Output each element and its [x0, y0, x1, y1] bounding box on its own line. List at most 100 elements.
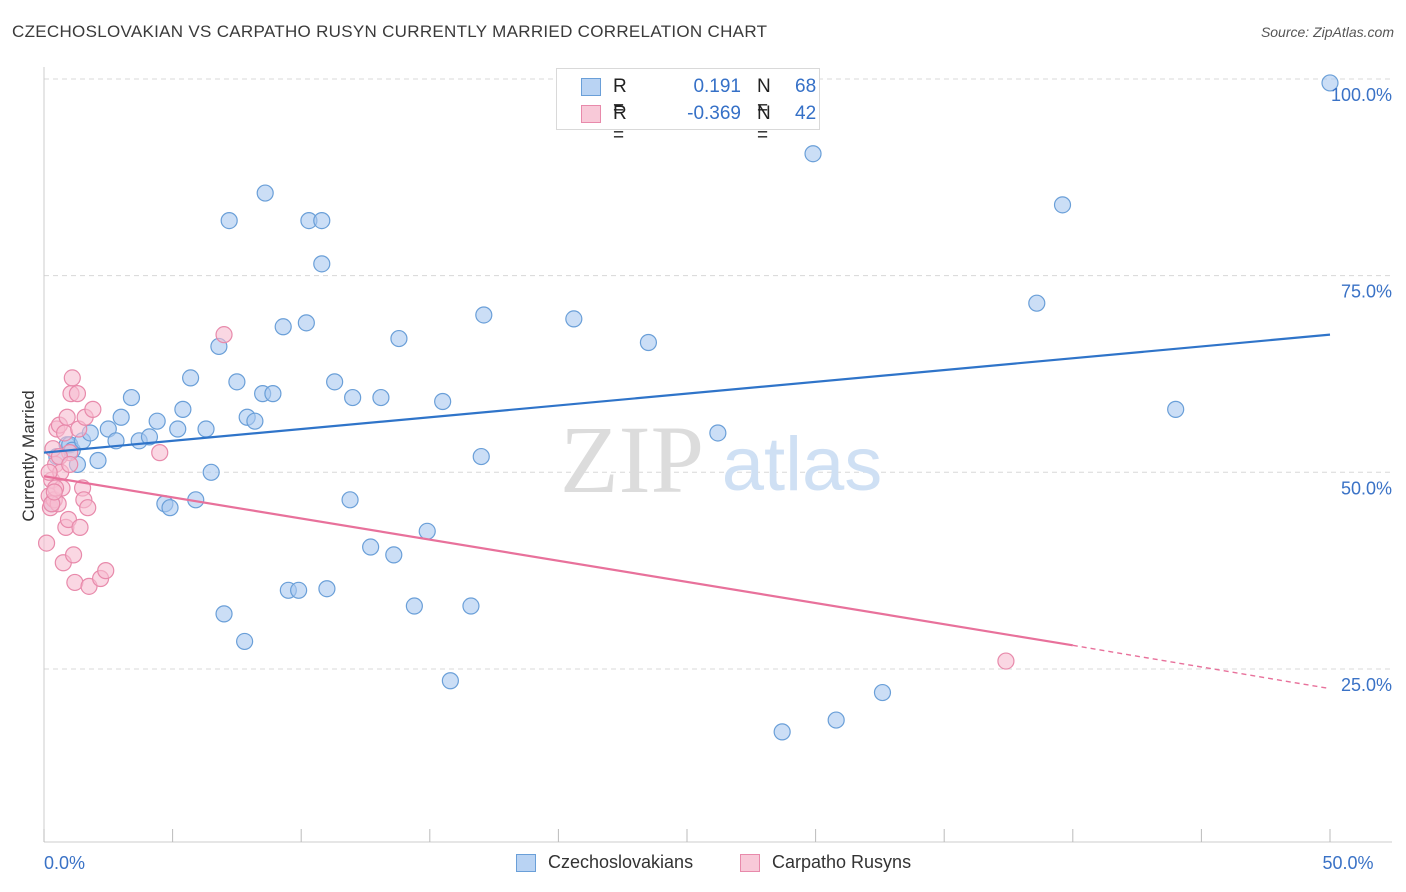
watermark: ZIP atlas [560, 406, 882, 513]
point-czechoslovakian [215, 605, 233, 623]
point-czechoslovakian [326, 373, 344, 391]
point-czechoslovakian [274, 318, 292, 336]
point-czechoslovakian [341, 491, 359, 509]
watermark-zip: ZIP [560, 406, 704, 513]
point-czechoslovakian [639, 333, 658, 352]
x-tick-label: 0.0% [44, 853, 85, 873]
point-czechoslovakian [441, 672, 459, 690]
point-czechoslovakian [313, 255, 331, 273]
point-czechoslovakian [475, 306, 493, 324]
point-czechoslovakian [182, 369, 200, 387]
axis-layer [43, 67, 1392, 843]
point-czechoslovakian [385, 546, 403, 564]
point-czechoslovakian [827, 711, 845, 729]
point-carpatho-rusyn [55, 424, 74, 442]
point-czechoslovakian [169, 420, 187, 438]
trend-line-carpatho-rusyns [43, 475, 1073, 647]
legend-n-value: 42 [795, 103, 817, 124]
trend-layer [43, 333, 1331, 690]
y-tick-label: 50.0% [1341, 478, 1392, 498]
point-czechoslovakian [297, 314, 315, 332]
point-carpatho-rusyn [45, 483, 63, 501]
bottom-legend-label: Czechoslovakians [548, 852, 694, 872]
point-carpatho-rusyn [61, 455, 79, 474]
point-czechoslovakian [112, 408, 130, 426]
point-czechoslovakian [372, 388, 390, 407]
point-czechoslovakian [1167, 400, 1185, 418]
point-czechoslovakian [873, 683, 892, 702]
point-carpatho-rusyn [71, 518, 89, 536]
legend-r-value: -0.369 [687, 103, 741, 124]
point-czechoslovakian [1028, 294, 1046, 312]
point-carpatho-rusyn [66, 573, 84, 592]
point-czechoslovakian [202, 463, 220, 481]
legend-r-label: R = [613, 103, 627, 146]
point-czechoslovakian [773, 723, 791, 741]
point-carpatho-rusyn [68, 385, 87, 403]
point-czechoslovakian [256, 184, 274, 202]
trend-line-czechoslovakians [43, 333, 1331, 454]
legend-swatch-pink [581, 105, 601, 123]
point-czechoslovakian [228, 373, 246, 391]
point-czechoslovakian [99, 420, 117, 438]
point-czechoslovakian [313, 211, 331, 230]
point-czechoslovakian [418, 522, 436, 540]
point-czechoslovakian [220, 211, 238, 230]
point-carpatho-rusyn [997, 652, 1015, 670]
bottom-legend-label: Carpatho Rusyns [772, 852, 912, 872]
watermark-atlas: atlas [722, 422, 883, 507]
point-czechoslovakian [434, 392, 452, 411]
point-czechoslovakian [390, 329, 408, 348]
bottom-legend-swatch-blue [516, 854, 536, 872]
point-czechoslovakian [709, 424, 727, 442]
point-carpatho-rusyn [37, 534, 56, 552]
point-czechoslovakian [89, 451, 107, 470]
point-czechoslovakian [344, 388, 362, 407]
point-czechoslovakian [246, 412, 264, 430]
point-carpatho-rusyn [79, 499, 97, 517]
trend-line-carpatho-rusyns-extension [1072, 644, 1331, 690]
point-czechoslovakian [405, 597, 423, 615]
point-czechoslovakian [1053, 196, 1072, 214]
legend-n-label: N = [757, 76, 771, 119]
point-carpatho-rusyn [97, 562, 115, 580]
y-tick-label: 25.0% [1341, 675, 1392, 695]
point-carpatho-rusyn [64, 546, 83, 564]
point-carpatho-rusyn [63, 369, 81, 387]
grid-layer [44, 78, 1392, 670]
point-czechoslovakian [197, 420, 215, 438]
point-czechoslovakian [236, 632, 254, 651]
source-label: Source: ZipAtlas.com [1260, 24, 1394, 40]
y-axis-label: Currently Married [19, 390, 38, 521]
points-layer [37, 70, 1339, 741]
y-tick-label: 75.0% [1341, 282, 1392, 302]
point-czechoslovakian [122, 388, 141, 407]
chart-title: CZECHOSLOVAKIAN VS CARPATHO RUSYN CURREN… [12, 22, 768, 41]
legend-n-label: N = [757, 103, 771, 146]
legend-n-value: 68 [795, 76, 817, 97]
point-czechoslovakian [472, 447, 490, 466]
point-carpatho-rusyn [58, 408, 76, 426]
legend-r-value: 0.191 [693, 76, 741, 97]
y-tick-label: 100.0% [1331, 85, 1392, 105]
correlation-legend: R = 0.191 N = 68 R = -0.369 N = 42 [556, 68, 820, 146]
point-czechoslovakian [264, 385, 282, 403]
point-czechoslovakian [462, 597, 480, 615]
point-czechoslovakian [318, 580, 336, 598]
bottom-legend-swatch-pink [740, 854, 760, 872]
legend-r-label: R = [613, 76, 627, 119]
point-czechoslovakian [362, 538, 380, 556]
point-czechoslovakian [565, 310, 583, 328]
x-tick-label: 50.0% [1322, 853, 1373, 873]
point-czechoslovakian [1321, 74, 1339, 92]
point-czechoslovakian [290, 581, 308, 599]
point-czechoslovakian [804, 145, 822, 163]
point-carpatho-rusyn [84, 400, 102, 418]
point-czechoslovakian [148, 412, 166, 430]
point-carpatho-rusyn [215, 326, 233, 344]
point-czechoslovakian [174, 400, 192, 418]
tick-label-layer: 100.0% 75.0% 50.0% 25.0% 0.0% 50.0% [44, 85, 1392, 873]
point-czechoslovakian [161, 499, 179, 517]
point-carpatho-rusyn [151, 444, 169, 462]
